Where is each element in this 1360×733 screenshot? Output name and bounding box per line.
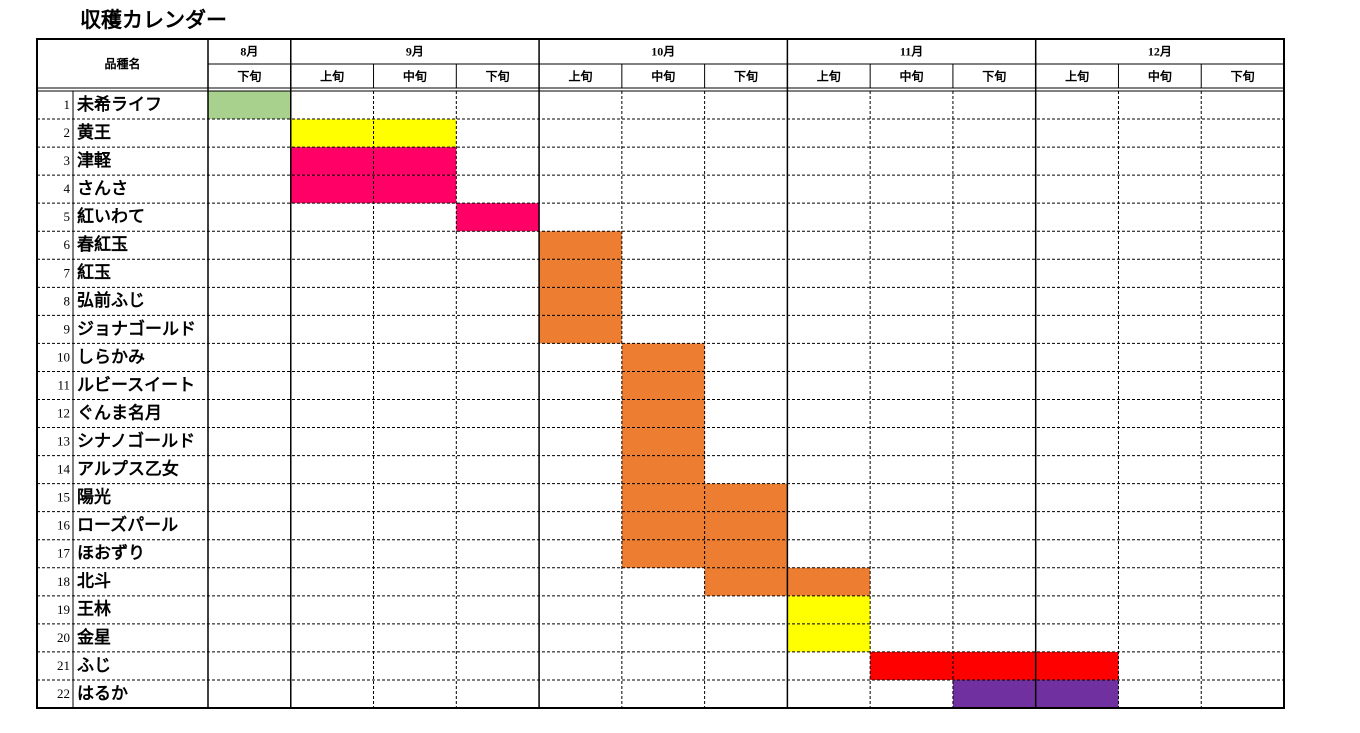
variety-name: アルプス乙女 bbox=[77, 459, 179, 479]
harvest-cell bbox=[621, 483, 705, 512]
variety-name: 陽光 bbox=[77, 487, 111, 507]
variety-name: しらかみ bbox=[77, 347, 145, 366]
harvest-cell bbox=[704, 539, 788, 568]
name-header: 品種名 bbox=[104, 56, 140, 71]
harvest-cell bbox=[290, 175, 374, 204]
row-number: 11 bbox=[57, 377, 70, 392]
row-number: 4 bbox=[64, 181, 71, 196]
period-label: 上旬 bbox=[817, 68, 841, 83]
harvest-cell bbox=[870, 651, 953, 680]
month-label: 9月 bbox=[406, 44, 424, 58]
row-number: 9 bbox=[64, 321, 71, 336]
period-label: 中旬 bbox=[651, 68, 675, 83]
row-number: 5 bbox=[64, 209, 71, 224]
row-number: 19 bbox=[57, 602, 70, 617]
harvest-cell bbox=[208, 91, 291, 120]
harvest-cell bbox=[373, 147, 457, 176]
period-label: 上旬 bbox=[568, 68, 592, 83]
table-border bbox=[36, 38, 1285, 709]
harvest-cell bbox=[621, 539, 705, 568]
harvest-cell bbox=[539, 259, 622, 288]
row-number: 10 bbox=[57, 349, 70, 364]
variety-name: 金星 bbox=[76, 627, 111, 647]
harvest-cell bbox=[373, 175, 457, 204]
harvest-cell bbox=[621, 455, 705, 484]
harvest-cell bbox=[1035, 679, 1119, 708]
row-number: 8 bbox=[64, 293, 71, 308]
harvest-cell bbox=[290, 119, 374, 148]
row-number: 21 bbox=[57, 658, 70, 673]
harvest-cell bbox=[952, 679, 1036, 708]
variety-name: シナノゴールド bbox=[77, 430, 195, 450]
variety-name: 紅いわて bbox=[77, 206, 145, 226]
period-label: 下旬 bbox=[982, 68, 1006, 83]
variety-name: ふじ bbox=[77, 656, 111, 675]
variety-name: 未希ライフ bbox=[76, 94, 162, 114]
variety-name: 津軽 bbox=[77, 150, 112, 170]
row-number: 15 bbox=[57, 490, 70, 505]
row-number: 14 bbox=[57, 462, 71, 477]
row-number: 16 bbox=[57, 518, 71, 533]
row-number: 1 bbox=[64, 97, 71, 112]
harvest-cell bbox=[539, 315, 622, 344]
harvest-cell bbox=[456, 203, 540, 232]
harvest-cell bbox=[621, 371, 705, 400]
harvest-cell bbox=[539, 287, 622, 316]
variety-name: 王林 bbox=[77, 599, 111, 619]
variety-name: ほおずり bbox=[77, 544, 145, 563]
period-label: 下旬 bbox=[1231, 68, 1255, 83]
harvest-cell bbox=[704, 483, 788, 512]
variety-name: はるか bbox=[77, 684, 128, 703]
period-label: 中旬 bbox=[1148, 68, 1172, 83]
harvest-cell bbox=[704, 511, 788, 540]
harvest-cell bbox=[373, 119, 457, 148]
row-number: 17 bbox=[57, 546, 71, 561]
row-number: 13 bbox=[57, 434, 70, 449]
row-number: 7 bbox=[64, 265, 71, 280]
period-label: 中旬 bbox=[403, 68, 427, 83]
harvest-cell bbox=[539, 231, 622, 260]
variety-name: ルビースイート bbox=[77, 375, 195, 394]
row-number: 12 bbox=[57, 406, 70, 421]
harvest-cell bbox=[952, 651, 1036, 680]
row-number: 2 bbox=[64, 125, 71, 140]
harvest-cell bbox=[621, 399, 705, 428]
title: 収穫カレンダー bbox=[80, 8, 227, 32]
period-label: 下旬 bbox=[734, 68, 758, 83]
period-label: 下旬 bbox=[237, 68, 261, 83]
harvest-cell bbox=[621, 427, 705, 456]
harvest-cell bbox=[787, 623, 871, 652]
row-number: 6 bbox=[64, 237, 71, 252]
harvest-cell bbox=[290, 147, 374, 176]
row-number: 22 bbox=[57, 686, 70, 701]
period-label: 中旬 bbox=[900, 68, 924, 83]
period-label: 上旬 bbox=[320, 68, 344, 83]
row-number: 18 bbox=[57, 574, 70, 589]
month-label: 8月 bbox=[240, 44, 258, 58]
harvest-cell bbox=[787, 595, 871, 624]
variety-name: 黄王 bbox=[77, 122, 111, 142]
variety-name: 紅玉 bbox=[77, 262, 111, 282]
harvest-cell bbox=[787, 567, 871, 596]
month-label: 10月 bbox=[651, 44, 675, 58]
month-label: 12月 bbox=[1148, 44, 1172, 58]
variety-name: さんさ bbox=[77, 179, 128, 198]
row-number: 3 bbox=[64, 153, 71, 168]
harvest-cell bbox=[621, 343, 705, 372]
harvest-cell bbox=[621, 511, 705, 540]
harvest-cell bbox=[1035, 651, 1119, 680]
variety-name: 春紅玉 bbox=[77, 234, 128, 254]
variety-name: ローズパール bbox=[77, 515, 178, 535]
variety-name: ぐんま名月 bbox=[77, 402, 162, 422]
row-number: 20 bbox=[57, 630, 70, 645]
variety-name: ジョナゴールド bbox=[77, 318, 196, 338]
variety-name: 北斗 bbox=[77, 572, 111, 591]
period-label: 上旬 bbox=[1065, 68, 1089, 83]
harvest-cell bbox=[704, 567, 788, 596]
month-label: 11月 bbox=[900, 44, 923, 58]
variety-name: 弘前ふじ bbox=[77, 290, 145, 310]
period-label: 下旬 bbox=[486, 68, 510, 83]
